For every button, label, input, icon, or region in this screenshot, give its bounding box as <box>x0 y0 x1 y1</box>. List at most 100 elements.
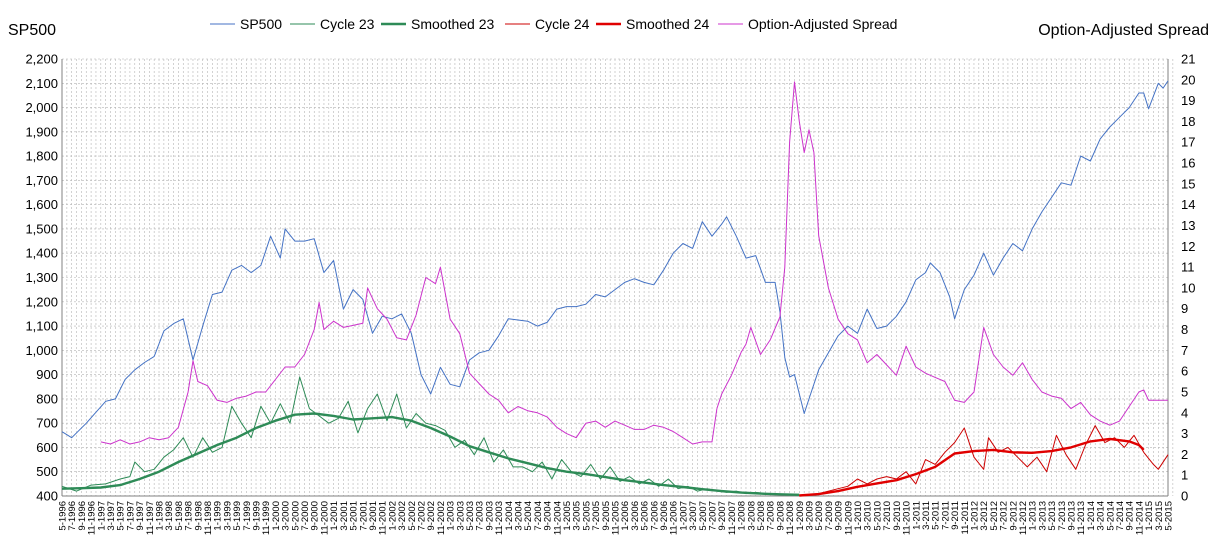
x-tick-label: 7-2006 <box>649 501 660 531</box>
right-tick-label: 21 <box>1181 52 1195 67</box>
x-tick-label: 7-2001 <box>358 501 369 531</box>
right-tick-label: 19 <box>1181 93 1195 108</box>
x-tick-label: 5-2002 <box>407 501 418 531</box>
x-tick-label: 3-1997 <box>106 501 117 531</box>
x-tick-label: 11-1997 <box>145 501 156 535</box>
x-tick-label: 1-2007 <box>678 501 689 531</box>
series-line-sp500 <box>61 80 1169 439</box>
x-tick-label: 5-2009 <box>814 501 825 531</box>
right-tick-label: 15 <box>1181 176 1195 191</box>
x-tick-label: 1-2004 <box>504 501 515 531</box>
left-tick-label: 700 <box>36 416 58 431</box>
left-tick-label: 1,500 <box>25 221 58 236</box>
x-tick-label: 9-2003 <box>484 501 495 531</box>
x-tick-label: 5-2012 <box>989 501 1000 531</box>
right-tick-label: 17 <box>1181 135 1195 150</box>
x-tick-label: 1-2002 <box>387 501 398 531</box>
left-tick-label: 2,100 <box>25 76 58 91</box>
x-tick-label: 9-2013 <box>1066 501 1077 531</box>
legend-label: Cycle 23 <box>320 16 375 32</box>
series-line-option-adjusted-spread <box>100 81 1168 445</box>
left-tick-label: 1,300 <box>25 270 58 285</box>
right-tick-label: 11 <box>1181 260 1195 275</box>
x-tick-label: 5-2001 <box>349 501 360 531</box>
right-tick-label: 7 <box>1181 343 1188 358</box>
x-tick-label: 5-2014 <box>1105 501 1116 531</box>
left-tick-label: 600 <box>36 440 58 455</box>
x-tick-label: 9-2014 <box>1125 501 1136 531</box>
x-tick-label: 11-2014 <box>1134 501 1145 535</box>
x-tick-label: 9-2011 <box>950 501 961 530</box>
x-tick-label: 7-2000 <box>300 501 311 531</box>
series-line-smoothed-24 <box>799 437 1145 497</box>
x-tick-label: 7-2009 <box>824 501 835 531</box>
left-tick-label: 1,900 <box>25 124 58 139</box>
left-tick-label: 900 <box>36 367 58 382</box>
left-tick-label: 1,700 <box>25 173 58 188</box>
x-tick-label: 7-1999 <box>242 501 253 531</box>
x-tick-label: 11-2002 <box>436 501 447 535</box>
x-tick-label: 11-1998 <box>203 501 214 535</box>
x-tick-label: 1-2012 <box>969 501 980 531</box>
x-tick-label: 7-2014 <box>1115 501 1126 531</box>
x-tick-label: 9-2009 <box>834 501 845 531</box>
right-tick-label: 13 <box>1181 218 1195 233</box>
left-tick-label: 2,000 <box>25 100 58 115</box>
x-tick-label: 9-1998 <box>193 501 204 531</box>
series-line-smoothed-23 <box>61 412 800 496</box>
x-tick-label: 3-2001 <box>339 501 350 531</box>
x-tick-label: 7-1997 <box>125 501 136 531</box>
x-tick-label: 3-1999 <box>222 501 233 531</box>
x-tick-label: 7-2013 <box>1057 501 1068 531</box>
x-tick-label: 7-2010 <box>882 501 893 531</box>
right-tick-label: 10 <box>1181 280 1195 295</box>
x-tick-label: 9-2010 <box>892 501 903 531</box>
x-tick-label: 5-1999 <box>232 501 243 531</box>
x-tick-label: 3-2005 <box>572 501 583 531</box>
x-tick-label: 3-2002 <box>397 501 408 531</box>
right-tick-label: 12 <box>1181 239 1195 254</box>
x-tick-label: 1-2010 <box>853 501 864 531</box>
left-tick-label: 2,200 <box>25 52 58 67</box>
legend: SP500 Cycle 23 Smoothed 23 Cycle 24 Smoothed… <box>210 16 897 32</box>
x-tick-label: 3-2011 <box>921 501 932 530</box>
x-tick-label: 1-2014 <box>1086 501 1097 531</box>
x-tick-label: 11-2007 <box>727 501 738 535</box>
x-tick-label: 9-2005 <box>601 501 612 531</box>
right-tick-label: 1 <box>1181 468 1188 483</box>
x-tick-label: 3-2012 <box>979 501 990 531</box>
x-tick-label: 5-2008 <box>756 501 767 531</box>
x-tick-label: 9-2002 <box>426 501 437 531</box>
x-tick-label: 3-2003 <box>455 501 466 531</box>
x-tick-label: 3-2006 <box>630 501 641 531</box>
x-tick-label: 7-1998 <box>184 501 195 531</box>
x-tick-label: 1-2015 <box>1144 501 1155 531</box>
x-tick-label: 5-1998 <box>174 501 185 531</box>
x-tick-label: 1-1999 <box>213 501 224 531</box>
x-tick-label: 5-2007 <box>698 501 709 531</box>
series-line-cycle-23 <box>61 376 795 496</box>
left-tick-label: 800 <box>36 391 58 406</box>
right-tick-label: 4 <box>1181 405 1188 420</box>
right-axis-title: Option-Adjusted Spread <box>1038 22 1209 39</box>
left-tick-label: 1,100 <box>25 319 58 334</box>
x-tick-label: 9-1996 <box>77 501 88 531</box>
x-tick-label: 11-2004 <box>552 501 563 535</box>
legend-label: Smoothed 23 <box>411 16 494 32</box>
right-tick-label: 9 <box>1181 301 1188 316</box>
right-tick-label: 18 <box>1181 114 1195 129</box>
x-tick-label: 3-2004 <box>513 501 524 531</box>
right-tick-label: 6 <box>1181 364 1188 379</box>
x-tick-label: 9-2001 <box>368 501 379 531</box>
x-tick-label: 1-1998 <box>155 501 166 531</box>
right-tick-label: 2 <box>1181 447 1188 462</box>
x-tick-label: 3-2015 <box>1154 501 1165 531</box>
right-tick-label: 5 <box>1181 384 1188 399</box>
right-tick-label: 3 <box>1181 426 1188 441</box>
x-tick-label: 9-2006 <box>659 501 670 531</box>
x-tick-label: 1-2005 <box>562 501 573 531</box>
x-tick-label: 7-2005 <box>591 501 602 531</box>
x-tick-label: 7-2011 <box>940 501 951 530</box>
right-tick-label: 16 <box>1181 156 1195 171</box>
x-tick-label: 7-2012 <box>999 501 1010 531</box>
